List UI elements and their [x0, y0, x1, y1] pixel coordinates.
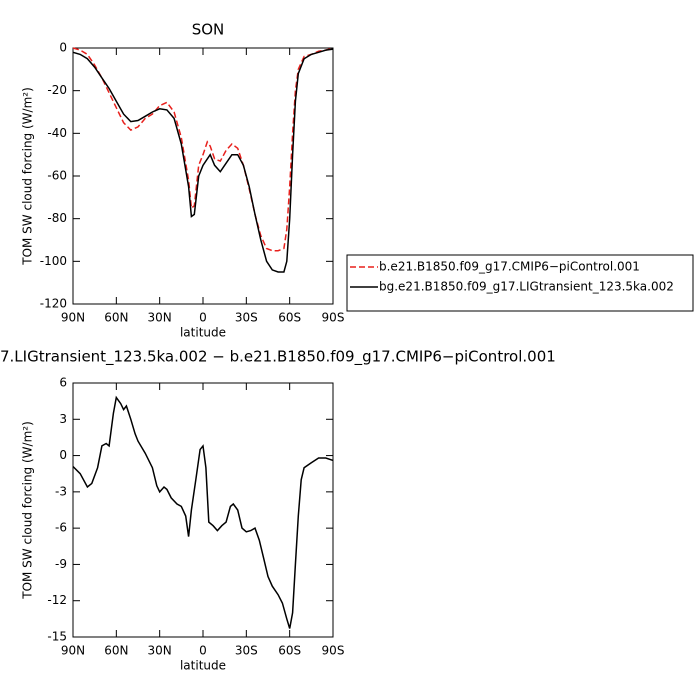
x-tick-label: 60S	[278, 644, 301, 658]
y-tick-label: -6	[55, 521, 67, 535]
x-tick-label: 90N	[61, 644, 85, 658]
x-tick-label: 60N	[104, 644, 128, 658]
x-tick-label: 0	[199, 311, 207, 325]
y-axis-label: TOM SW cloud forcing (W/m²)	[21, 421, 35, 600]
y-tick-label: -100	[40, 254, 67, 268]
y-tick-label: -12	[47, 593, 67, 607]
legend-label: b.e21.B1850.f09_g17.CMIP6−piControl.001	[379, 260, 640, 274]
y-tick-label: -15	[47, 630, 67, 644]
y-tick-label: 6	[59, 376, 67, 390]
data-line	[72, 48, 334, 273]
x-axis-label: latitude	[180, 659, 226, 673]
x-tick-label: 60N	[104, 311, 128, 325]
data-line	[72, 47, 334, 252]
y-tick-label: -80	[47, 211, 67, 225]
chart-title: SON	[192, 21, 225, 39]
plot-frame	[72, 47, 334, 305]
legend-box	[346, 254, 694, 312]
y-tick-label: 3	[59, 412, 67, 426]
x-tick-label: 30S	[235, 311, 258, 325]
y-tick-label: 0	[59, 448, 67, 462]
x-tick-label: 90S	[322, 644, 345, 658]
y-tick-label: -20	[47, 83, 67, 97]
y-tick-label: -40	[47, 126, 67, 140]
y-tick-label: 0	[59, 41, 67, 55]
x-tick-label: 0	[199, 644, 207, 658]
data-line	[72, 395, 334, 629]
y-tick-label: -3	[55, 484, 67, 498]
x-tick-label: 60S	[278, 311, 301, 325]
x-tick-label: 30S	[235, 644, 258, 658]
y-axis-label: TOM SW cloud forcing (W/m²)	[21, 87, 35, 266]
chart-title: 7.LIGtransient_123.5ka.002 − b.e21.B1850…	[0, 348, 556, 367]
x-tick-label: 30N	[148, 644, 172, 658]
y-tick-label: -60	[47, 169, 67, 183]
x-tick-label: 30N	[148, 311, 172, 325]
x-tick-label: 90S	[322, 311, 345, 325]
y-tick-label: -120	[40, 297, 67, 311]
y-tick-label: -9	[55, 557, 67, 571]
x-tick-label: 90N	[61, 311, 85, 325]
x-axis-label: latitude	[180, 326, 226, 340]
legend-label: bg.e21.B1850.f09_g17.LIGtransient_123.5k…	[379, 280, 674, 294]
legend: b.e21.B1850.f09_g17.CMIP6−piControl.001b…	[346, 254, 694, 312]
